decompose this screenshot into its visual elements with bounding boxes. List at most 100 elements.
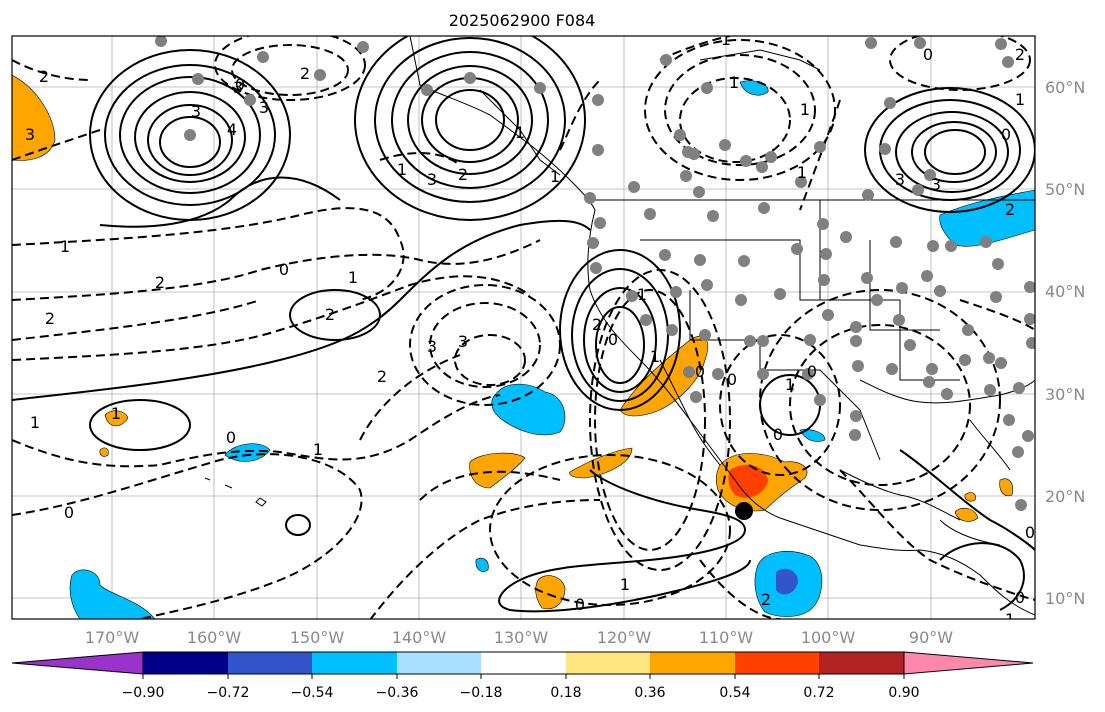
contour-label: 0 [608,330,618,349]
contour-label: 1 [650,347,660,366]
lon-label: 110°W [699,628,754,647]
figure-title: 2025062900 F084 [449,11,596,30]
colorbar-segment [143,652,228,674]
contour-label: 2 [325,305,335,324]
lon-axis: 170°W 160°W 150°W 140°W 130°W 120°W 110°… [85,628,953,647]
colorbar-segment [650,652,735,674]
contour-label: 0 [695,362,705,381]
lon-label: 130°W [494,628,549,647]
colorbar-label: −0.36 [376,685,419,701]
contour-label: 3 [427,337,437,356]
contour-label: 3 [233,78,243,97]
contour-label: 4 [227,120,237,139]
colorbar-label: 0.54 [719,685,750,701]
colorbar [11,651,1034,679]
colorbar-segment [228,652,312,674]
colorbar-label: −0.90 [122,685,165,701]
colorbar-segment [481,652,566,674]
lat-label: 40°N [1045,282,1085,301]
colorbar-extend-high [903,651,1034,675]
contour-label: 2 [458,165,468,184]
contour-label: 1 [313,440,323,459]
lat-label: 50°N [1045,180,1085,199]
contour-label: 1 [60,237,70,256]
lat-label: 30°N [1045,385,1085,404]
map-background [12,36,1035,619]
contour-label: 1 [30,413,40,432]
contour-label: 1 [550,167,560,186]
lon-label: 160°W [187,628,242,647]
contour-label: 1 [348,268,358,287]
lon-label: 90°W [909,628,953,647]
lat-label: 10°N [1045,589,1085,608]
contour-label: 3 [427,170,437,189]
colorbar-extend-low [11,651,144,675]
contour-label: 0 [226,428,236,447]
colorbar-labels: −0.90 −0.72 −0.54 −0.36 −0.18 0.18 0.36 … [122,685,920,701]
contour-label: 2 [761,590,771,609]
contour-label: 2 [155,273,165,292]
contour-label: 2 [300,64,310,83]
contour-label: 1 [515,123,525,142]
contour-label: 2 [39,67,49,86]
contour-label: 0 [727,370,737,389]
contour-label: 2 [377,367,387,386]
colorbar-label: 0.90 [888,685,919,701]
contour-label: 1 [721,30,731,49]
colorbar-label: −0.54 [291,685,334,701]
contour-label: 1 [1005,610,1015,629]
lat-axis: 60°N 50°N 40°N 30°N 20°N 10°N [1045,78,1085,608]
station-dots [155,36,1035,511]
contour-label: 1 [729,73,739,92]
colorbar-label: 0.36 [634,685,665,701]
contour-label: 1 [620,575,630,594]
colorbar-frame [142,651,905,675]
contour-label: 0 [807,362,817,381]
contour-label: 2 [45,309,55,328]
contour-label: 3 [259,98,269,117]
contour-label: 3 [931,175,941,194]
colorbar-label: −0.18 [460,685,503,701]
lat-label: 20°N [1045,487,1085,506]
lon-label: 100°W [801,628,856,647]
contour-label: 3 [191,102,201,121]
colorbar-label: 0.72 [803,685,834,701]
solid-contours [12,36,1035,613]
lat-label: 60°N [1045,78,1085,97]
colorbar-segment [312,652,397,674]
contour-label: 0 [1001,125,1011,144]
contour-label: 1 [397,160,407,179]
dashed-contours [12,36,1035,619]
location-marker [735,502,753,520]
shaded-anomalies [12,74,1035,619]
contour-label: 2 [1015,45,1025,64]
contour-label: 0 [235,75,245,94]
lon-label: 150°W [290,628,345,647]
contour-label: 2 [1005,200,1015,219]
contour-label: 0 [1025,523,1035,542]
contour-label: 3 [25,125,35,144]
contour-label: 0 [279,260,289,279]
contour-label: 0 [773,425,783,444]
map-frame [11,35,1036,620]
lon-label: 140°W [392,628,447,647]
contour-label: 0 [64,503,74,522]
lon-label: 120°W [597,628,652,647]
colorbar-label: −0.72 [207,685,250,701]
contour-label: 1 [797,163,807,182]
contour-label: 1 [1015,90,1025,109]
contour-label: 0 [575,595,585,614]
colorbar-segment [566,652,650,674]
contour-label: 1 [785,375,795,394]
contour-label: 0 [923,45,933,64]
contour-label: 1 [637,285,647,304]
colorbar-segment [397,652,481,674]
contour-label: 1 [800,100,810,119]
lon-label: 170°W [85,628,140,647]
contour-label: 3 [895,170,905,189]
contour-label: 2 [592,315,602,334]
colorbar-segment [819,652,904,674]
